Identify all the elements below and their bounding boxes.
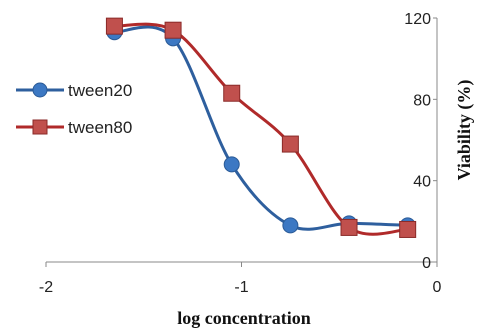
x-ticks: -2 -1 0 [39,262,442,296]
point-tween80 [164,21,182,39]
x-tick-label: 0 [433,279,442,296]
legend-label-tween20: tween20 [68,81,132,100]
point-tween80 [399,220,417,238]
point-tween80 [105,17,123,35]
point-tween80 [281,135,299,153]
legend-label-tween80: tween80 [68,118,132,137]
point-tween20 [223,156,240,173]
y-ticks: 0 40 80 120 [404,11,437,272]
y-tick-label: 40 [413,174,431,191]
point-tween80 [223,84,241,102]
series-line-tween20 [114,25,408,231]
legend-item-tween20: tween20 [16,81,132,100]
y-tick-label: 0 [422,255,431,272]
legend-marker-tween80 [32,119,48,135]
y-axis-title: Viability (%) [454,80,475,181]
y-tick-label: 80 [413,92,431,109]
series-layer [105,17,417,238]
legend-item-tween80: tween80 [16,118,132,137]
legend: tween20 tween80 [16,81,132,137]
point-tween80 [340,218,358,236]
point-tween20 [282,217,299,234]
legend-marker-tween20 [32,82,48,98]
x-tick-label: -2 [39,279,53,296]
x-tick-label: -1 [234,279,248,296]
x-axis-title: log concentration [177,308,310,328]
plot-area: -2 -1 0 0 40 80 120 [39,11,442,296]
y-tick-label: 120 [404,11,431,28]
